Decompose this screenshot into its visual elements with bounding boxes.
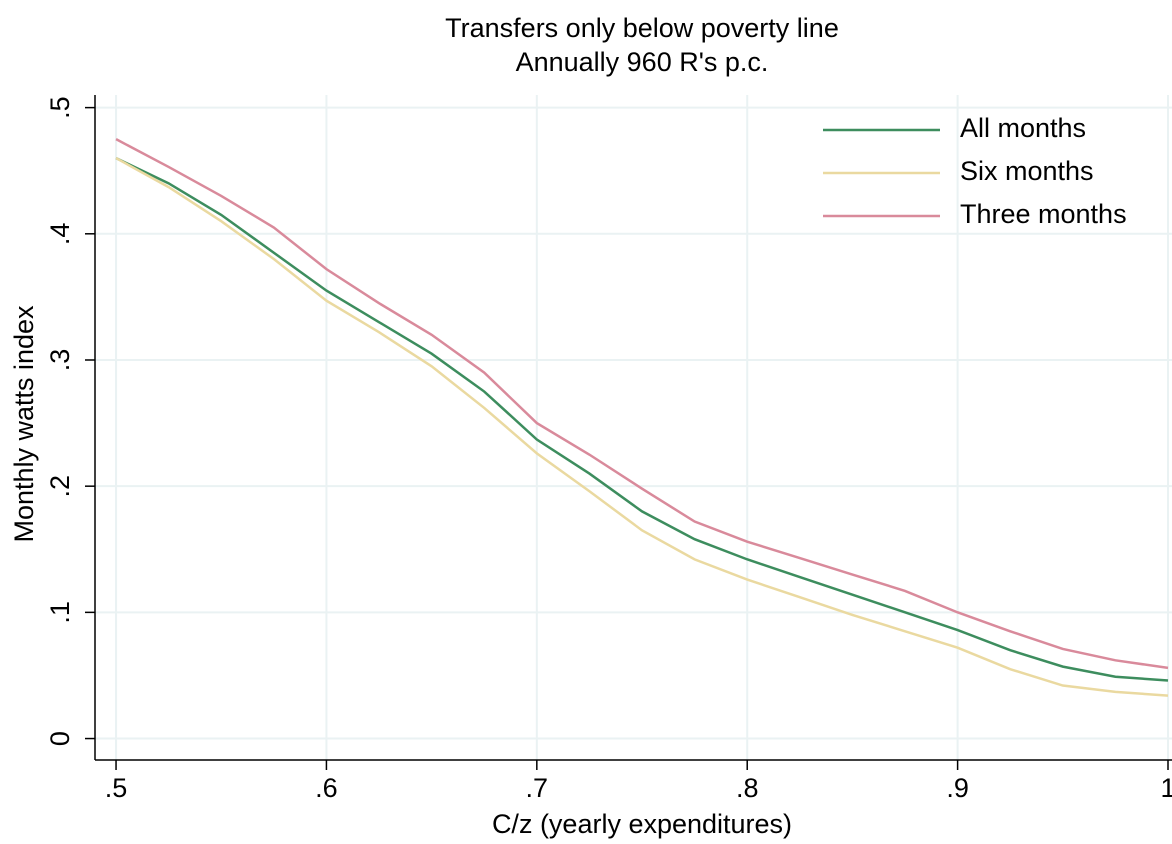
y-tick-label: .2 (45, 475, 75, 498)
x-tick-label: .8 (736, 773, 759, 803)
legend-label: All months (960, 113, 1086, 143)
x-tick-label: .7 (526, 773, 549, 803)
data-line (115, 138, 1169, 670)
y-tick-label: 0 (45, 731, 75, 746)
x-tick-label: .9 (946, 773, 969, 803)
chart-title: Transfers only below poverty line (445, 13, 839, 43)
y-tick-label: .4 (45, 223, 75, 246)
legend-label: Three months (960, 199, 1127, 229)
y-tick-label: .3 (45, 349, 75, 372)
y-axis-label: Monthly watts index (9, 305, 39, 543)
legend-label: Six months (960, 156, 1094, 186)
x-tick-label: .5 (105, 773, 128, 803)
chart-subtitle: Annually 960 R's p.c. (516, 47, 769, 77)
x-tick-label: .6 (315, 773, 338, 803)
data-line (115, 156, 1169, 697)
y-tick-label: .5 (45, 96, 75, 119)
x-axis-label: C/z (yearly expenditures) (492, 809, 792, 839)
y-tick-label: .1 (45, 601, 75, 624)
x-tick-label: 1 (1160, 773, 1172, 803)
data-line (115, 156, 1169, 682)
